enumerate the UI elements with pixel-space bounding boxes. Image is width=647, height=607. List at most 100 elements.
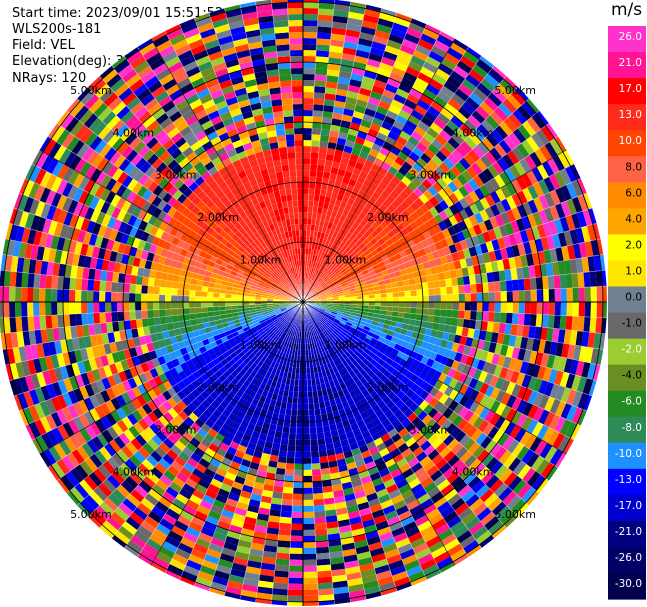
velocity-gate bbox=[371, 117, 384, 127]
velocity-gate bbox=[291, 409, 298, 416]
velocity-gate bbox=[129, 283, 136, 294]
velocity-gate bbox=[189, 307, 196, 314]
velocity-gate bbox=[584, 302, 591, 318]
velocity-gate bbox=[423, 89, 437, 101]
velocity-gate bbox=[428, 50, 444, 63]
velocity-gate bbox=[303, 74, 315, 81]
velocity-gate bbox=[310, 288, 315, 294]
velocity-gate bbox=[533, 197, 544, 212]
velocity-gate bbox=[409, 88, 423, 100]
velocity-gate bbox=[303, 80, 315, 87]
velocity-gate bbox=[441, 173, 453, 185]
velocity-gate bbox=[457, 106, 472, 120]
velocity-gate bbox=[593, 332, 602, 349]
velocity-gate bbox=[549, 189, 561, 206]
velocity-gate bbox=[341, 176, 351, 185]
velocity-gate bbox=[290, 541, 303, 548]
velocity-gate bbox=[87, 279, 95, 291]
velocity-gate bbox=[357, 37, 373, 47]
velocity-gate bbox=[324, 196, 331, 204]
velocity-gate bbox=[447, 153, 460, 166]
velocity-gate bbox=[336, 263, 344, 270]
velocity-gate bbox=[454, 88, 470, 102]
velocity-gate bbox=[325, 87, 337, 95]
velocity-gate bbox=[324, 159, 333, 167]
velocity-gate bbox=[515, 87, 529, 102]
velocity-gate bbox=[386, 302, 393, 307]
velocity-gate bbox=[281, 498, 293, 506]
velocity-gate bbox=[422, 27, 440, 40]
velocity-gate bbox=[327, 255, 333, 262]
velocity-gate bbox=[548, 302, 555, 316]
velocity-gate bbox=[415, 313, 423, 321]
velocity-gate bbox=[419, 213, 429, 224]
velocity-gate bbox=[449, 325, 458, 335]
velocity-gate bbox=[365, 4, 382, 13]
velocity-gate bbox=[369, 90, 383, 101]
velocity-gate bbox=[365, 241, 373, 250]
velocity-gate bbox=[332, 230, 339, 238]
velocity-gate bbox=[276, 552, 290, 560]
velocity-gate bbox=[374, 29, 391, 40]
velocity-gate bbox=[315, 50, 330, 58]
velocity-gate bbox=[511, 244, 521, 258]
velocity-gate bbox=[438, 129, 452, 142]
velocity-gate bbox=[485, 115, 500, 130]
velocity-gate bbox=[303, 212, 308, 219]
velocity-gate bbox=[347, 282, 355, 288]
velocity-gate bbox=[377, 68, 392, 78]
velocity-gate bbox=[401, 176, 412, 187]
velocity-gate bbox=[332, 155, 342, 163]
velocity-gate bbox=[379, 62, 394, 73]
velocity-gate bbox=[398, 109, 411, 121]
velocity-gate bbox=[453, 189, 464, 201]
velocity-gate bbox=[488, 281, 495, 293]
velocity-gate bbox=[415, 242, 424, 251]
velocity-gate bbox=[489, 147, 502, 161]
velocity-gate bbox=[445, 278, 453, 287]
velocity-gate bbox=[445, 253, 454, 264]
velocity-gate bbox=[405, 66, 421, 78]
velocity-gate bbox=[522, 325, 530, 338]
velocity-gate bbox=[81, 313, 89, 326]
velocity-gate bbox=[563, 230, 573, 246]
velocity-gate bbox=[538, 209, 549, 225]
velocity-gate bbox=[281, 504, 293, 512]
velocity-gate bbox=[362, 76, 376, 86]
velocity-gate bbox=[345, 224, 352, 232]
velocity-gate bbox=[516, 204, 528, 219]
velocity-gate bbox=[506, 195, 517, 210]
velocity-gate bbox=[207, 297, 214, 302]
velocity-gate bbox=[314, 182, 322, 190]
velocity-gate bbox=[395, 275, 403, 282]
velocity-gate bbox=[303, 493, 314, 500]
velocity-gate bbox=[141, 293, 148, 302]
velocity-gate bbox=[356, 304, 363, 309]
velocity-gate bbox=[111, 292, 118, 302]
velocity-gate bbox=[520, 336, 529, 350]
velocity-gate bbox=[465, 73, 481, 88]
velocity-gate bbox=[3, 302, 10, 318]
velocity-gate bbox=[313, 268, 318, 275]
velocity-gate bbox=[484, 151, 498, 165]
velocity-gate bbox=[303, 164, 311, 171]
velocity-gate bbox=[359, 235, 367, 243]
velocity-gate bbox=[559, 216, 570, 233]
velocity-gate bbox=[318, 288, 324, 293]
velocity-gate bbox=[375, 73, 389, 84]
velocity-gate bbox=[427, 315, 435, 323]
velocity-gate bbox=[447, 181, 459, 193]
velocity-gate bbox=[327, 142, 337, 150]
velocity-gate bbox=[367, 266, 375, 273]
velocity-gate bbox=[450, 115, 464, 129]
velocity-gate bbox=[311, 134, 321, 141]
velocity-gate bbox=[63, 289, 70, 302]
velocity-gate bbox=[521, 101, 537, 117]
velocity-gate bbox=[516, 324, 524, 337]
velocity-gate bbox=[423, 220, 433, 230]
velocity-gate bbox=[348, 11, 365, 21]
velocity-gate bbox=[516, 190, 528, 205]
velocity-gate bbox=[51, 275, 59, 290]
velocity-gate bbox=[335, 282, 342, 288]
velocity-gate bbox=[318, 2, 335, 10]
